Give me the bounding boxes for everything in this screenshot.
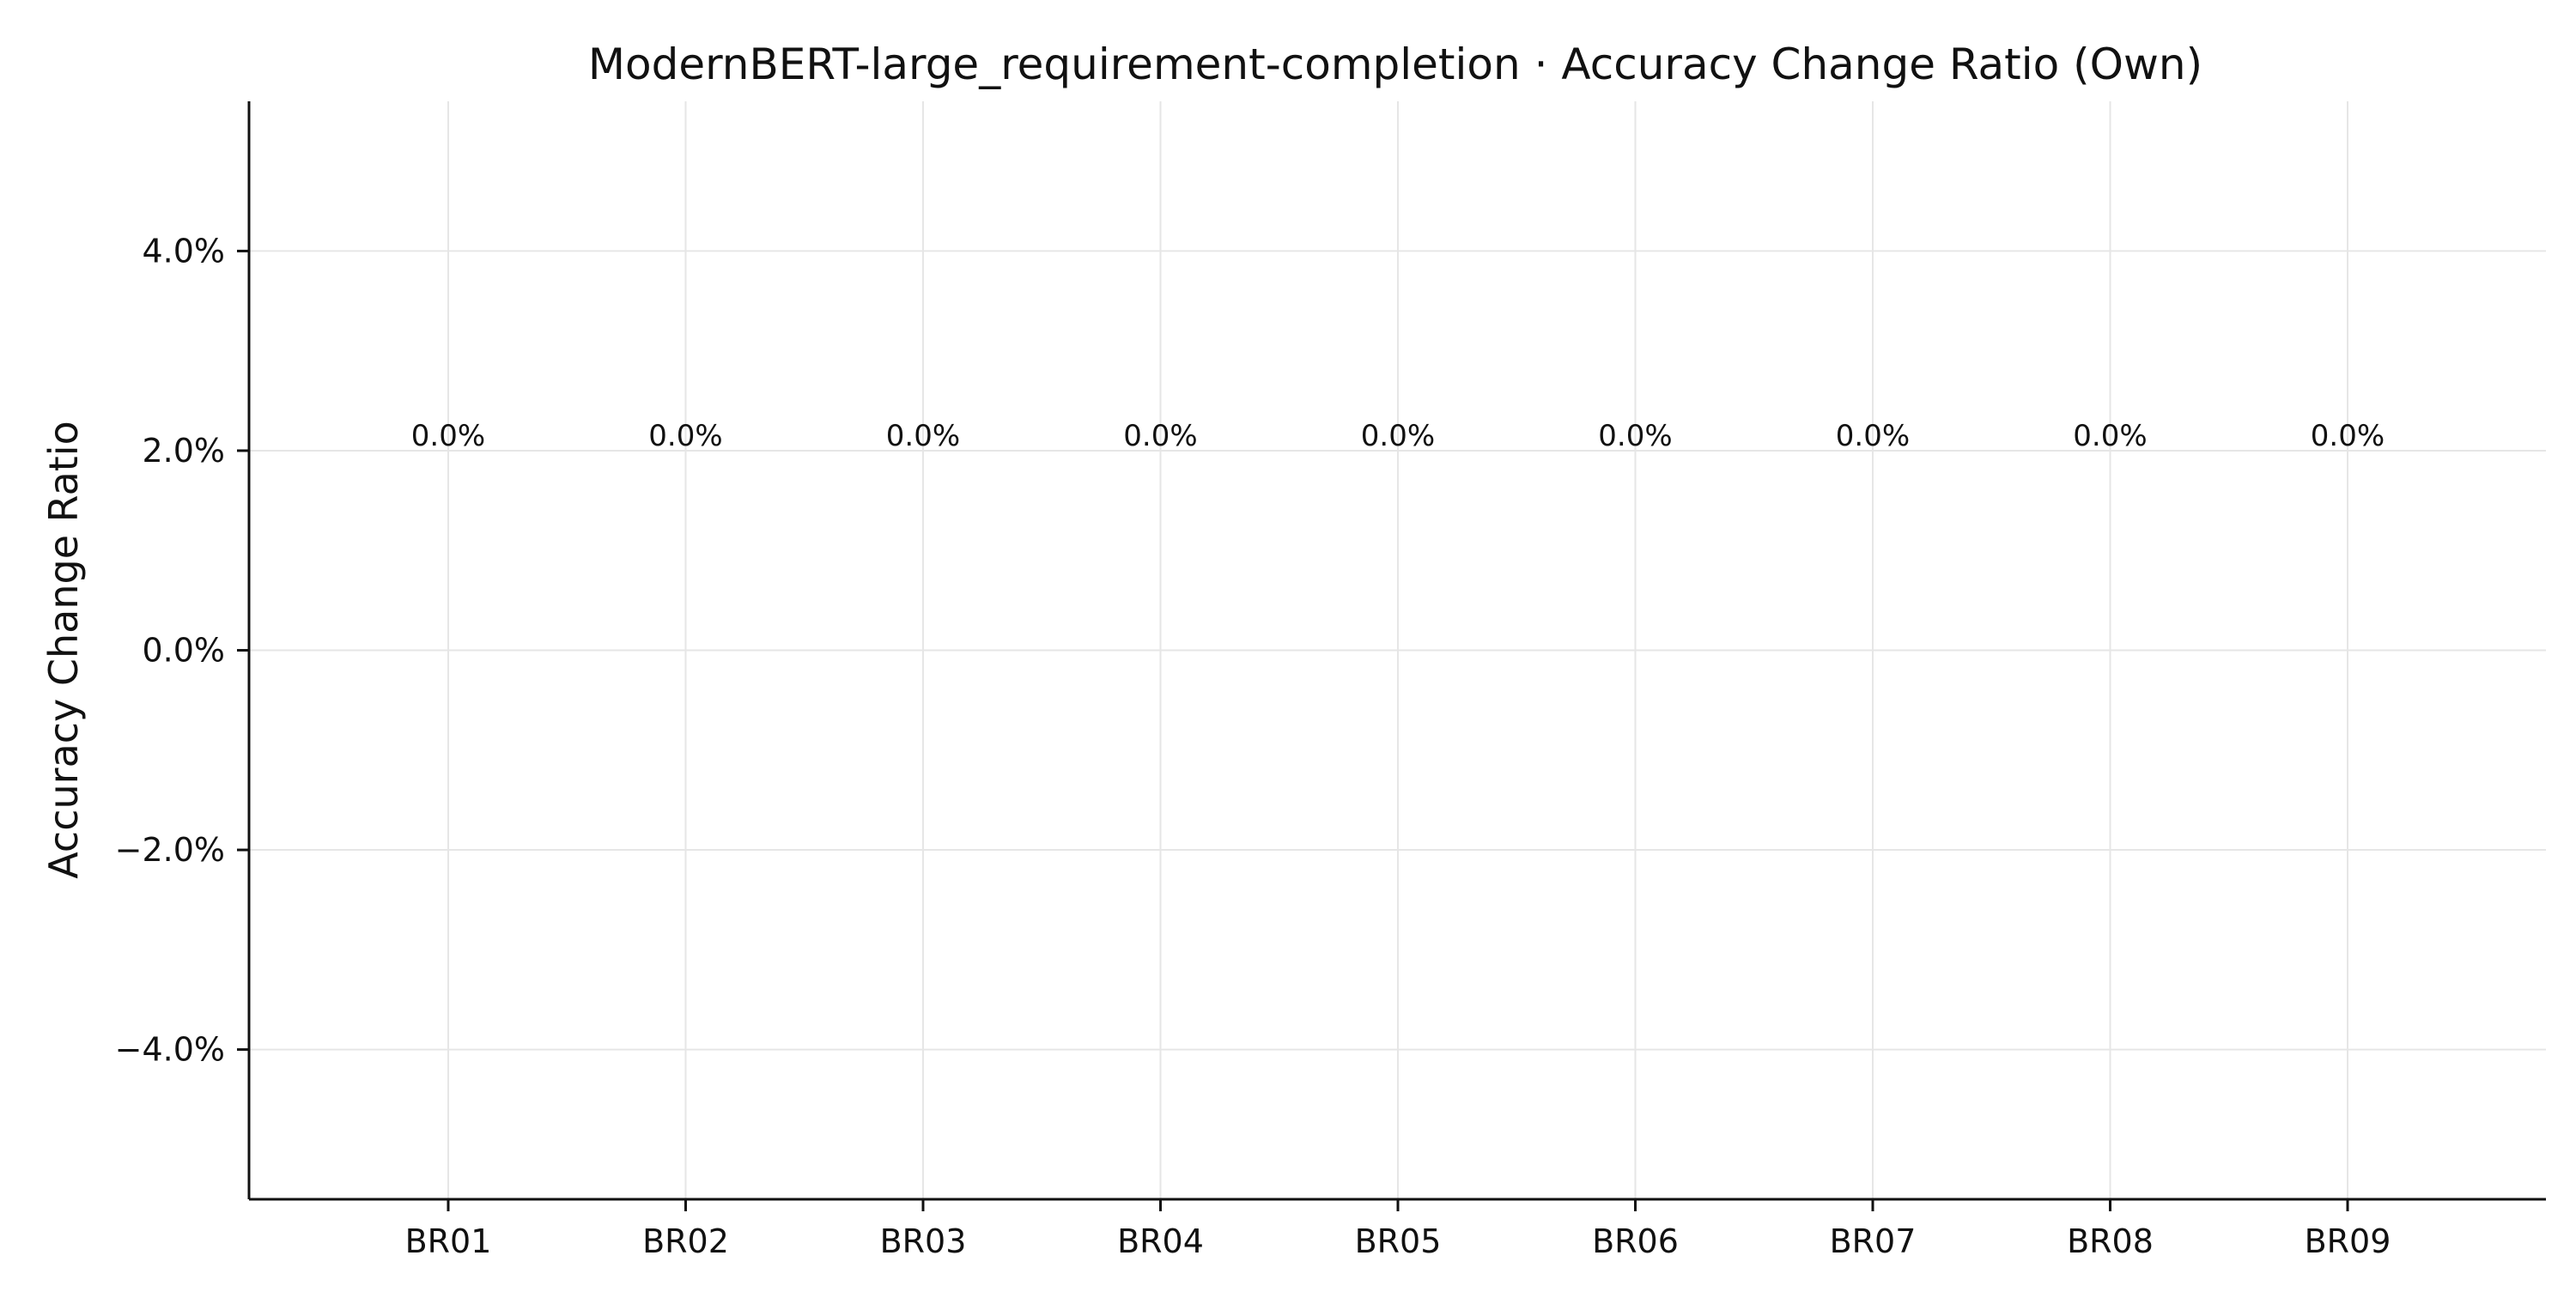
data-label: 0.0% — [2073, 419, 2147, 453]
x-tick-label: BR01 — [405, 1222, 492, 1260]
y-tick-label: 4.0% — [142, 232, 225, 270]
x-tick-label: BR03 — [880, 1222, 967, 1260]
chart-title: ModernBERT-large_requirement-completion … — [588, 39, 2202, 89]
x-tick-label: BR06 — [1592, 1222, 1679, 1260]
data-label: 0.0% — [1361, 419, 1435, 453]
data-label: 0.0% — [1123, 419, 1197, 453]
data-label: 0.0% — [648, 419, 722, 453]
x-tick-label: BR09 — [2305, 1222, 2391, 1260]
grid-lines — [249, 101, 2546, 1199]
ticks: −4.0% −2.0% 0.0% 2.0% 4.0% BR01 BR02 BR03 BR04 BR… — [115, 232, 2391, 1260]
data-labels: 0.0% 0.0% 0.0% 0.0% 0.0% 0.0% 0.0% 0.0% 0.0% — [411, 419, 2385, 453]
x-tick-label: BR07 — [1830, 1222, 1917, 1260]
data-label: 0.0% — [1836, 419, 1910, 453]
data-label: 0.0% — [411, 419, 485, 453]
y-axis-label: Accuracy Change Ratio — [40, 421, 87, 878]
x-tick-label: BR08 — [2067, 1222, 2154, 1260]
x-tick-label: BR02 — [642, 1222, 729, 1260]
y-tick-label: −4.0% — [115, 1031, 225, 1069]
data-label: 0.0% — [1598, 419, 1672, 453]
y-tick-label: 0.0% — [142, 632, 225, 670]
data-label: 0.0% — [886, 419, 960, 453]
y-tick-label: −2.0% — [115, 831, 225, 869]
x-tick-label: BR05 — [1355, 1222, 1442, 1260]
data-label: 0.0% — [2311, 419, 2385, 453]
y-tick-label: 2.0% — [142, 432, 225, 470]
x-tick-label: BR04 — [1117, 1222, 1204, 1260]
